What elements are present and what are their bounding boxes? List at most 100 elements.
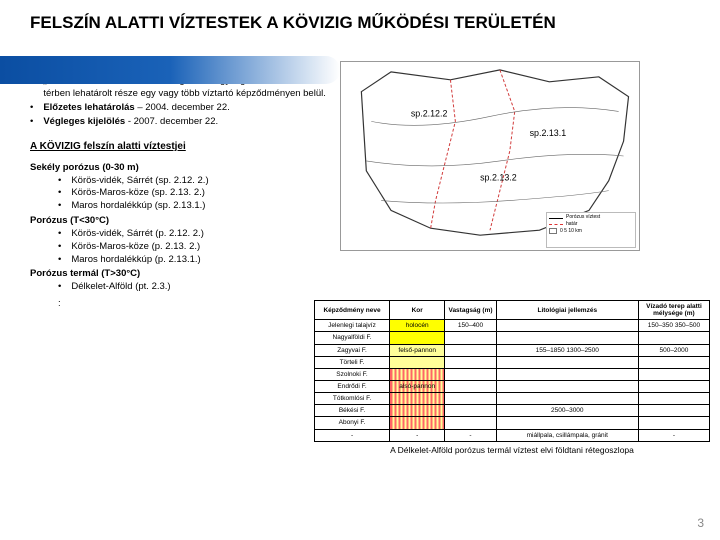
col-header: Képződmény neve	[315, 301, 390, 320]
table-row: Zagyvai F.felső-pannon 155–1850 1300–2500…	[315, 344, 710, 356]
col-header: Vízadó terep alatti mélysége (m)	[638, 301, 709, 320]
table-cell	[638, 368, 709, 380]
table-row: Szolnoki F.	[315, 368, 710, 380]
table-cell	[638, 356, 709, 368]
group: Porózus termál (T>30°C) Délkelet-Alföld …	[30, 268, 330, 294]
table-cell	[638, 417, 709, 429]
table-cell: Zagyvai F.	[315, 344, 390, 356]
left-column: VKI – jogharmonizáció „felszín alatti ví…	[30, 61, 330, 311]
table-cell	[496, 393, 638, 405]
legend-label: Porózus víztest	[566, 215, 600, 221]
table-cell	[638, 380, 709, 392]
table-cell: Nagyalföldi F.	[315, 332, 390, 344]
col-header: Vastagság (m)	[445, 301, 496, 320]
table-cell	[445, 393, 496, 405]
table-cell	[496, 320, 638, 332]
legend-scale: 0 5 10 km	[560, 229, 582, 235]
table-cell: -	[638, 429, 709, 441]
geology-table-wrap: Képződmény neve Kor Vastagság (m) Litoló…	[314, 300, 710, 455]
table-cell: 500–2000	[638, 344, 709, 356]
table-cell: alsó-pannon	[390, 380, 445, 392]
table-row: Nagyalföldi F.	[315, 332, 710, 344]
table-cell: Endrődi F.	[315, 380, 390, 392]
group-list: Körös-vidék, Sárrét (p. 2.12. 2.) Körös-…	[58, 228, 330, 266]
table-cell	[390, 368, 445, 380]
table-cell	[496, 332, 638, 344]
legend-label: határ	[566, 222, 577, 228]
col-header: Kor	[390, 301, 445, 320]
table-header-row: Képződmény neve Kor Vastagság (m) Litoló…	[315, 301, 710, 320]
content-row: VKI – jogharmonizáció „felszín alatti ví…	[30, 61, 690, 311]
table-row: Endrődi F.alsó-pannon	[315, 380, 710, 392]
svg-text:sp.2.13.2: sp.2.13.2	[480, 173, 517, 183]
table-cell	[638, 393, 709, 405]
table-cell	[445, 380, 496, 392]
svg-text:sp.2.13.1: sp.2.13.1	[530, 128, 567, 138]
table-cell	[390, 405, 445, 417]
bullet-item: Előzetes lehatárolás – 2004. december 22…	[30, 102, 330, 115]
table-row: Törteli F.	[315, 356, 710, 368]
title-block: FELSZÍN ALATTI VÍZTESTEK A KÖVIZIG MŰKÖD…	[30, 12, 690, 33]
table-cell	[390, 356, 445, 368]
table-cell	[445, 356, 496, 368]
table-cell: -	[390, 429, 445, 441]
table-cell: -	[315, 429, 390, 441]
table-cell	[638, 405, 709, 417]
map-legend: Porózus víztest határ 0 5 10 km	[546, 212, 636, 248]
page-number: 3	[697, 516, 704, 530]
table-cell: Abonyi F.	[315, 417, 390, 429]
table-cell: Jelenlegi talajvíz	[315, 320, 390, 332]
table-cell: 2500–3000	[496, 405, 638, 417]
list-item: Körös-vidék, Sárrét (sp. 2.12. 2.)	[58, 175, 330, 188]
right-column: sp.2.12.2 sp.2.13.1 sp.2.13.2 Porózus ví…	[340, 61, 690, 311]
table-row: Jelenlegi talajvízholocén150–400150–350 …	[315, 320, 710, 332]
page-title: FELSZÍN ALATTI VÍZTESTEK A KÖVIZIG MŰKÖD…	[30, 12, 690, 33]
list-item: Körös-Maros-köze (p. 2.13. 2.)	[58, 241, 330, 254]
list-item: Délkelet-Alföld (pt. 2.3.)	[58, 281, 330, 294]
table-cell: Békési F.	[315, 405, 390, 417]
table-cell	[638, 332, 709, 344]
geology-table: Képződmény neve Kor Vastagság (m) Litoló…	[314, 300, 710, 442]
bullet-item: Végleges kijelölés - 2007. december 22.	[30, 116, 330, 129]
table-cell: miállpala, csillámpala, gránit	[496, 429, 638, 441]
list-item: Maros hordalékkúp (p. 2.13.1.)	[58, 254, 330, 267]
table-cell	[496, 417, 638, 429]
table-cell	[390, 393, 445, 405]
table-cell	[496, 380, 638, 392]
table-cell: holocén	[390, 320, 445, 332]
trailing-colon: :	[58, 298, 330, 311]
table-cell	[445, 405, 496, 417]
table-caption: A Délkelet-Alföld porózus termál víztest…	[314, 445, 710, 455]
slide: FELSZÍN ALATTI VÍZTESTEK A KÖVIZIG MŰKÖD…	[0, 0, 720, 540]
table-cell: Szolnoki F.	[315, 368, 390, 380]
table-cell	[445, 417, 496, 429]
list-item: Maros hordalékkúp (sp. 2.13.1.)	[58, 200, 330, 213]
table-cell	[496, 356, 638, 368]
table-cell: 150–400	[445, 320, 496, 332]
table-cell: Tótkomlósi F.	[315, 393, 390, 405]
table-cell	[496, 368, 638, 380]
table-cell	[390, 332, 445, 344]
table-cell: -	[445, 429, 496, 441]
list-item: Körös-Maros-köze (sp. 2.13. 2.)	[58, 187, 330, 200]
table-row: Békési F. 2500–3000	[315, 405, 710, 417]
table-cell	[445, 332, 496, 344]
table-cell	[445, 344, 496, 356]
table-row: ---miállpala, csillámpala, gránit-	[315, 429, 710, 441]
table-cell: felső-pannon	[390, 344, 445, 356]
group-title: Sekély porózus (0-30 m)	[30, 162, 330, 175]
group: Sekély porózus (0-30 m) Körös-vidék, Sár…	[30, 162, 330, 213]
table-row: Tótkomlósi F.	[315, 393, 710, 405]
table-cell: 155–1850 1300–2500	[496, 344, 638, 356]
map-figure: sp.2.12.2 sp.2.13.1 sp.2.13.2 Porózus ví…	[340, 61, 640, 251]
col-header: Litológiai jellemzés	[496, 301, 638, 320]
title-underline-band	[0, 56, 340, 84]
table-cell	[390, 417, 445, 429]
subheading: A KÖVIZIG felszín alatti víztestjei	[30, 140, 330, 154]
group: Porózus (T<30°C) Körös-vidék, Sárrét (p.…	[30, 215, 330, 266]
table-cell: Törteli F.	[315, 356, 390, 368]
group-title: Porózus (T<30°C)	[30, 215, 330, 228]
group-list: Körös-vidék, Sárrét (sp. 2.12. 2.) Körös…	[58, 175, 330, 213]
group-list: Délkelet-Alföld (pt. 2.3.)	[58, 281, 330, 294]
table-cell	[445, 368, 496, 380]
